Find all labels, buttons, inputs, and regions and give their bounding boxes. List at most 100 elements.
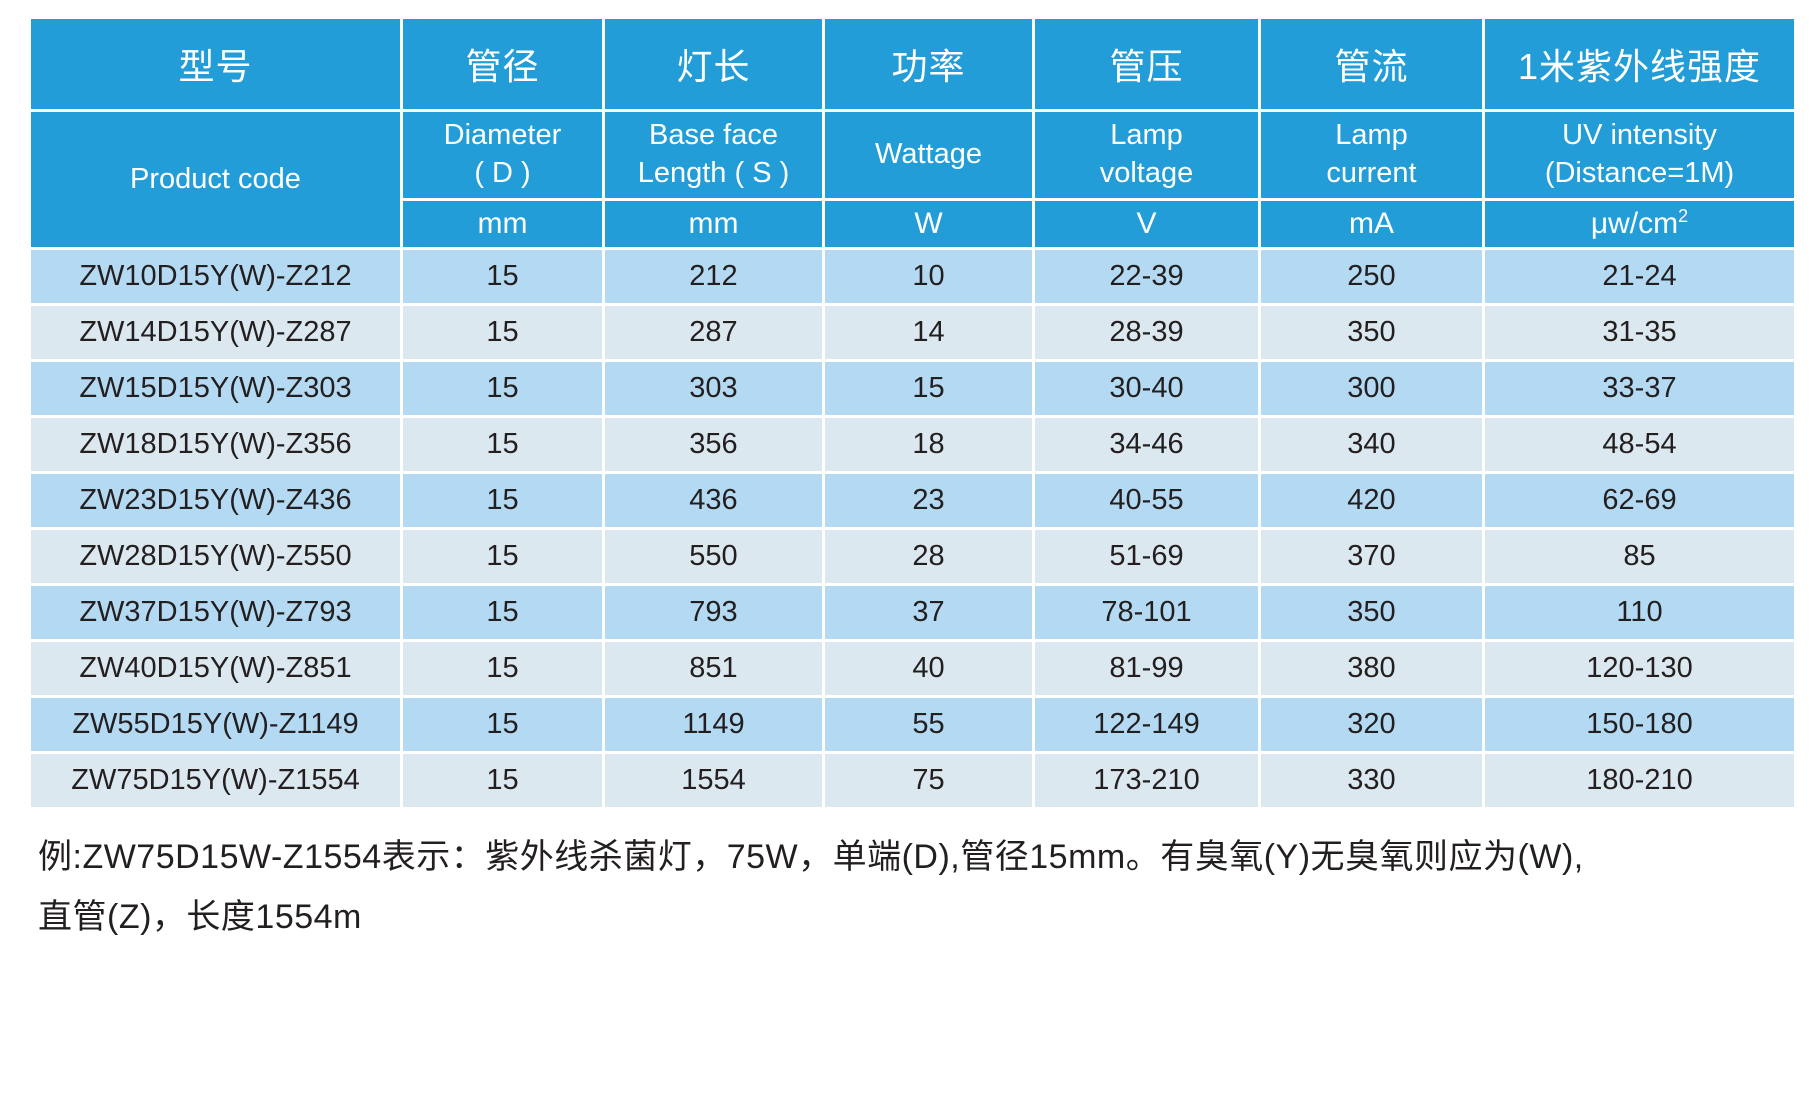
table-row: ZW40D15Y(W)-Z851 15 851 40 81-99 380 120-130: [28, 639, 1797, 698]
product-code-cell: ZW37D15Y(W)-Z793: [28, 583, 403, 642]
header-en-diameter: Diameter ( D ): [400, 109, 605, 201]
spec-value-cell: 303: [602, 359, 825, 418]
spec-value-cell: 62-69: [1482, 471, 1797, 530]
spec-table-body: ZW10D15Y(W)-Z212 15 212 10 22-39 250 21-24 ZW14…: [28, 247, 1797, 810]
spec-value-cell: 173-210: [1032, 751, 1261, 810]
header-cn-lamp-voltage: 管压: [1032, 16, 1261, 112]
spec-value-cell: 340: [1258, 415, 1485, 474]
header-en-base-face-length: Base face Length ( S ): [602, 109, 825, 201]
header-cn-uv-intensity: 1米紫外线强度: [1482, 16, 1797, 112]
spec-value-cell: 23: [822, 471, 1035, 530]
spec-value-cell: 30-40: [1032, 359, 1261, 418]
unit-current: mA: [1258, 198, 1485, 250]
header-en-lamp-current: Lamp current: [1258, 109, 1485, 201]
header-cn-wattage: 功率: [822, 16, 1035, 112]
product-code-cell: ZW55D15Y(W)-Z1149: [28, 695, 403, 754]
example-note-line2: 直管(Z)，长度1554m: [38, 897, 362, 936]
table-row: ZW14D15Y(W)-Z287 15 287 14 28-39 350 31-35: [28, 303, 1797, 362]
header-row-english: Product code Diameter ( D ) Base face Le…: [28, 109, 1797, 250]
table-row: ZW18D15Y(W)-Z356 15 356 18 34-46 340 48-54: [28, 415, 1797, 474]
product-code-cell: ZW14D15Y(W)-Z287: [28, 303, 403, 362]
spec-value-cell: 110: [1482, 583, 1797, 642]
spec-value-cell: 34-46: [1032, 415, 1261, 474]
spec-value-cell: 15: [400, 751, 605, 810]
product-code-cell: ZW18D15Y(W)-Z356: [28, 415, 403, 474]
spec-value-cell: 300: [1258, 359, 1485, 418]
header-cn-lamp-current: 管流: [1258, 16, 1485, 112]
spec-value-cell: 14: [822, 303, 1035, 362]
header-row-chinese: 型号 管径 灯长 功率 管压 管流 1米紫外线强度: [28, 16, 1797, 112]
spec-value-cell: 350: [1258, 583, 1485, 642]
spec-value-cell: 330: [1258, 751, 1485, 810]
spec-value-cell: 28: [822, 527, 1035, 586]
spec-value-cell: 40-55: [1032, 471, 1261, 530]
spec-value-cell: 15: [400, 583, 605, 642]
table-row: ZW28D15Y(W)-Z550 15 550 28 51-69 370 85: [28, 527, 1797, 586]
spec-value-cell: 15: [400, 247, 605, 306]
product-code-cell: ZW40D15Y(W)-Z851: [28, 639, 403, 698]
spec-value-cell: 15: [400, 359, 605, 418]
spec-value-cell: 380: [1258, 639, 1485, 698]
spec-table-header: 型号 管径 灯长 功率 管压 管流 1米紫外线强度 Product code D…: [28, 16, 1797, 250]
product-code-cell: ZW23D15Y(W)-Z436: [28, 471, 403, 530]
spec-value-cell: 420: [1258, 471, 1485, 530]
spec-value-cell: 15: [400, 695, 605, 754]
spec-value-cell: 28-39: [1032, 303, 1261, 362]
spec-value-cell: 40: [822, 639, 1035, 698]
header-cn-model: 型号: [28, 16, 403, 112]
uv-lamp-spec-table: 型号 管径 灯长 功率 管压 管流 1米紫外线强度 Product code D…: [28, 16, 1797, 810]
header-en-product-code: Product code: [28, 109, 403, 250]
table-row: ZW75D15Y(W)-Z1554 15 1554 75 173-210 330 180-2…: [28, 751, 1797, 810]
spec-value-cell: 180-210: [1482, 751, 1797, 810]
spec-value-cell: 250: [1258, 247, 1485, 306]
spec-value-cell: 350: [1258, 303, 1485, 362]
table-row: ZW23D15Y(W)-Z436 15 436 23 40-55 420 62-69: [28, 471, 1797, 530]
header-en-uv-intensity: UV intensity (Distance=1M): [1482, 109, 1797, 201]
header-en-wattage: Wattage: [822, 109, 1035, 201]
table-row: ZW15D15Y(W)-Z303 15 303 15 30-40 300 33-37: [28, 359, 1797, 418]
spec-value-cell: 21-24: [1482, 247, 1797, 306]
example-note: 例:ZW75D15W-Z1554表示：紫外线杀菌灯，75W，单端(D),管径15…: [38, 828, 1798, 947]
spec-value-cell: 81-99: [1032, 639, 1261, 698]
table-row: ZW55D15Y(W)-Z1149 15 1149 55 122-149 320 150-1…: [28, 695, 1797, 754]
unit-diameter: mm: [400, 198, 605, 250]
unit-length: mm: [602, 198, 825, 250]
spec-value-cell: 851: [602, 639, 825, 698]
spec-value-cell: 15: [400, 471, 605, 530]
spec-value-cell: 75: [822, 751, 1035, 810]
spec-value-cell: 550: [602, 527, 825, 586]
spec-value-cell: 150-180: [1482, 695, 1797, 754]
spec-value-cell: 51-69: [1032, 527, 1261, 586]
unit-uv-superscript: 2: [1678, 206, 1689, 226]
header-cn-diameter: 管径: [400, 16, 605, 112]
spec-value-cell: 15: [400, 303, 605, 362]
spec-value-cell: 15: [400, 415, 605, 474]
unit-wattage: W: [822, 198, 1035, 250]
spec-value-cell: 22-39: [1032, 247, 1261, 306]
table-row: ZW37D15Y(W)-Z793 15 793 37 78-101 350 110: [28, 583, 1797, 642]
spec-value-cell: 33-37: [1482, 359, 1797, 418]
spec-value-cell: 55: [822, 695, 1035, 754]
example-note-line1: 例:ZW75D15W-Z1554表示：紫外线杀菌灯，75W，单端(D),管径15…: [38, 838, 1584, 876]
spec-value-cell: 793: [602, 583, 825, 642]
spec-value-cell: 356: [602, 415, 825, 474]
spec-value-cell: 1554: [602, 751, 825, 810]
table-row: ZW10D15Y(W)-Z212 15 212 10 22-39 250 21-24: [28, 247, 1797, 306]
spec-value-cell: 18: [822, 415, 1035, 474]
spec-value-cell: 48-54: [1482, 415, 1797, 474]
spec-value-cell: 1149: [602, 695, 825, 754]
spec-value-cell: 15: [400, 527, 605, 586]
header-cn-lamp-length: 灯长: [602, 16, 825, 112]
spec-value-cell: 122-149: [1032, 695, 1261, 754]
spec-value-cell: 15: [822, 359, 1035, 418]
product-code-cell: ZW15D15Y(W)-Z303: [28, 359, 403, 418]
spec-value-cell: 320: [1258, 695, 1485, 754]
spec-value-cell: 370: [1258, 527, 1485, 586]
spec-value-cell: 120-130: [1482, 639, 1797, 698]
header-en-lamp-voltage: Lamp voltage: [1032, 109, 1261, 201]
spec-value-cell: 10: [822, 247, 1035, 306]
spec-value-cell: 37: [822, 583, 1035, 642]
product-code-cell: ZW75D15Y(W)-Z1554: [28, 751, 403, 810]
product-code-cell: ZW10D15Y(W)-Z212: [28, 247, 403, 306]
